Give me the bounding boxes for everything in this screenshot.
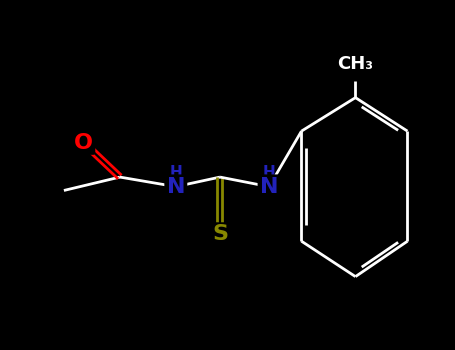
Text: N: N bbox=[260, 177, 278, 197]
Text: CH₃: CH₃ bbox=[338, 55, 374, 73]
Text: H: H bbox=[263, 165, 275, 180]
Text: O: O bbox=[74, 133, 93, 153]
Text: S: S bbox=[212, 224, 228, 245]
Text: H: H bbox=[169, 165, 182, 180]
Text: N: N bbox=[167, 177, 185, 197]
